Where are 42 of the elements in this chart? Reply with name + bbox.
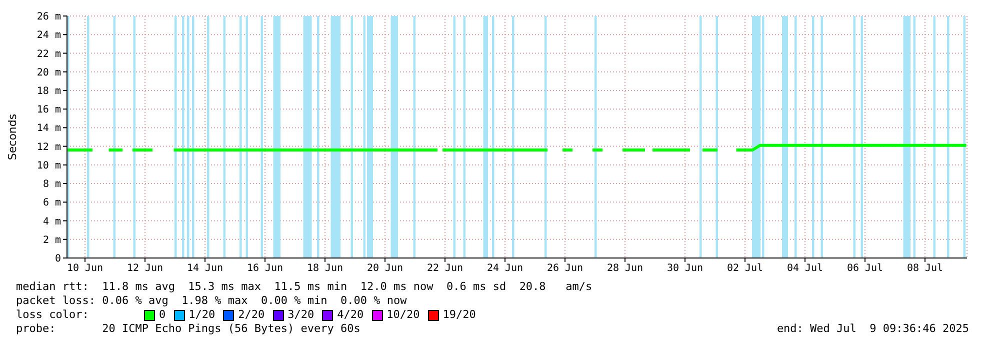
x-tick-label: 10 Jun — [66, 263, 104, 274]
x-tick-label: 04 Jul — [786, 263, 824, 274]
legend-label: 3/20 — [288, 308, 314, 322]
text: median rtt: 11.8 ms avg 15.3 ms max 11.5 ms min 12.0 ms now 0.6 ms sd 20.8 am/s — [16, 280, 594, 294]
legend-label: 4/20 — [337, 308, 364, 322]
x-tick-label: 14 Jun — [186, 263, 224, 274]
y-tick-label: 4 m — [42, 216, 61, 228]
legend-label: 2/20 — [238, 308, 265, 322]
legend-label: 10/20 — [386, 308, 420, 322]
text: end: Wed Jul 9 09:36:46 2025 — [776, 322, 969, 336]
y-tick-label: 0 — [54, 254, 61, 265]
text: packet loss: 0.06 % avg 1.98 % max 0.00 % min 0.00 % now — [16, 294, 408, 308]
x-tick-label: 24 Jun — [486, 263, 524, 274]
y-tick-label: 26 m — [36, 12, 61, 23]
y-tick-label: 24 m — [36, 30, 61, 42]
y-tick-label: 10 m — [36, 160, 61, 172]
x-tick-label: 28 Jun — [606, 263, 644, 274]
x-tick-label: 18 Jun — [306, 263, 344, 274]
y-tick-label: 22 m — [36, 48, 61, 60]
y-tick-label: 2 m — [42, 234, 61, 246]
legend-label: 0 — [159, 308, 166, 322]
legend-label: 19/20 — [442, 308, 476, 322]
text: probe: 20 ICMP Echo Pings (56 Bytes) every 60s — [16, 322, 360, 336]
y-tick-label: 16 m — [36, 104, 61, 116]
legend-title: loss color: — [16, 308, 90, 322]
x-tick-label: 20 Jun — [366, 263, 404, 274]
x-tick-label: 16 Jun — [246, 263, 284, 274]
x-tick-label: 06 Jul — [846, 263, 884, 274]
y-tick-label: 14 m — [36, 123, 61, 134]
x-tick-label: 30 Jun — [666, 263, 704, 274]
y-tick-label: 6 m — [42, 198, 61, 209]
x-tick-label: 12 Jun — [126, 263, 164, 274]
x-tick-label: 02 Jul — [726, 263, 764, 274]
y-tick-label: 12 m — [36, 142, 61, 153]
y-axis-title: Seconds — [6, 114, 19, 160]
x-tick-label: 08 Jul — [906, 263, 944, 274]
x-tick-label: 22 Jun — [426, 263, 464, 274]
y-tick-label: 8 m — [42, 179, 61, 190]
y-tick-label: 20 m — [36, 67, 61, 78]
x-tick-label: 26 Jun — [546, 263, 584, 274]
y-tick-label: 18 m — [36, 86, 61, 98]
legend-label: 1/20 — [188, 308, 216, 322]
